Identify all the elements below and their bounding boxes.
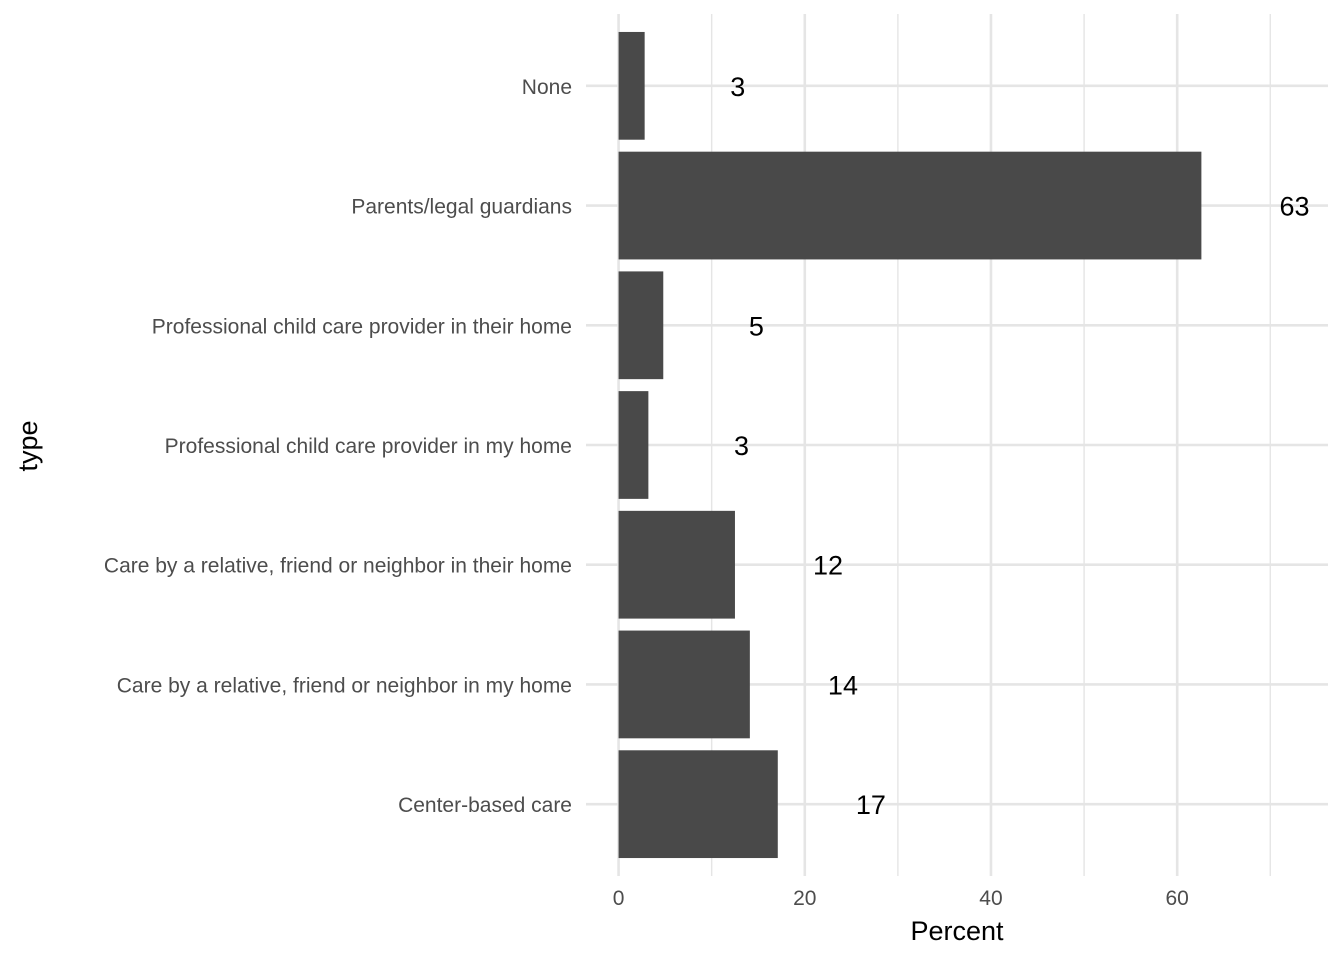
bar	[618, 630, 750, 739]
bar	[618, 510, 735, 619]
x-tick-labels: 0 20 40 60	[613, 887, 1189, 910]
bar-value-label: 12	[813, 551, 843, 581]
bar-value-label: 3	[734, 431, 749, 461]
major-grid	[586, 14, 1328, 876]
bars	[618, 31, 1202, 859]
category-label: None	[522, 76, 572, 99]
category-label: Care by a relative, friend or neighbor i…	[117, 674, 572, 697]
x-axis-title: Percent	[910, 916, 1004, 946]
bar	[618, 151, 1202, 260]
bar	[618, 271, 664, 380]
x-tick-label: 20	[793, 887, 816, 910]
bar	[618, 750, 778, 859]
category-label: Professional child care provider in my h…	[165, 435, 572, 458]
category-label: Center-based care	[398, 794, 572, 817]
bar	[618, 31, 645, 140]
y-axis-title: type	[13, 420, 43, 471]
bar-value-label: 14	[828, 670, 858, 700]
x-tick-label: 0	[613, 887, 625, 910]
x-tick-label: 60	[1165, 887, 1188, 910]
data-labels: 17 14 12 3 5 63 3	[730, 72, 1309, 820]
x-tick-label: 40	[979, 887, 1002, 910]
bar-value-label: 3	[730, 72, 745, 102]
category-label: Care by a relative, friend or neighbor i…	[104, 555, 572, 578]
bar-value-label: 63	[1279, 192, 1309, 222]
category-labels: Center-based care Care by a relative, fri…	[104, 76, 572, 817]
bar-value-label: 17	[856, 790, 886, 820]
bar-value-label: 5	[749, 311, 764, 341]
bar	[618, 391, 649, 499]
category-label: Parents/legal guardians	[351, 196, 572, 219]
category-label: Professional child care provider in thei…	[152, 315, 572, 338]
